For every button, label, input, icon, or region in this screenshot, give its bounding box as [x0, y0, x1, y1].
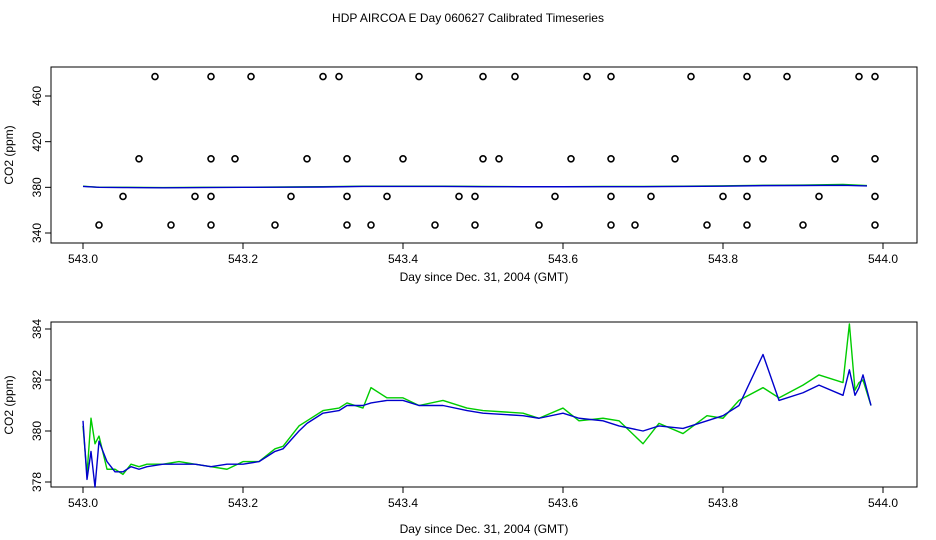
- bottom-green-series-line: [82, 323, 872, 476]
- top-x-tick-label: 543.0: [68, 252, 98, 266]
- top-x-tick-label: 543.8: [708, 252, 738, 266]
- top-data-marker: [607, 192, 615, 201]
- top-data-marker: [343, 192, 351, 201]
- bottom-x-axis-label: Day since Dec. 31, 2004 (GMT): [400, 522, 569, 536]
- bottom-plot-data: [82, 323, 872, 488]
- top-plot-frame: [50, 66, 918, 244]
- top-x-tick-label: 543.6: [548, 252, 578, 266]
- top-data-marker: [207, 192, 215, 201]
- top-data-marker: [135, 154, 143, 163]
- top-data-marker: [335, 72, 343, 81]
- bottom-y-tick-label: 384: [30, 319, 44, 339]
- top-data-marker: [719, 192, 727, 201]
- bottom-x-tick-label: 543.8: [708, 496, 738, 510]
- top-data-marker: [607, 72, 615, 81]
- bottom-plot-axes: 543.0 543.2 543.4 543.6 543.8 544.0 378 380 382 3…: [30, 319, 898, 510]
- top-data-marker: [647, 192, 655, 201]
- top-data-marker: [855, 72, 863, 81]
- top-data-marker: [471, 192, 479, 201]
- top-x-tick-label: 544.0: [868, 252, 898, 266]
- top-data-marker: [607, 154, 615, 163]
- top-y-tick-label: 420: [30, 131, 44, 151]
- bottom-x-tick-label: 543.2: [228, 496, 258, 510]
- top-data-marker: [303, 154, 311, 163]
- bottom-x-tick-label: 543.6: [548, 496, 578, 510]
- bottom-panel: 543.0 543.2 543.4 543.6 543.8 544.0 378 380 382 3…: [2, 319, 918, 536]
- bottom-y-tick-label: 382: [30, 370, 44, 390]
- top-data-marker: [831, 154, 839, 163]
- top-data-marker: [231, 154, 239, 163]
- top-data-marker: [319, 72, 327, 81]
- top-data-marker: [455, 192, 463, 201]
- top-data-marker: [687, 72, 695, 81]
- top-data-marker: [583, 72, 591, 81]
- bottom-x-tick-label: 543.4: [388, 496, 418, 510]
- top-data-marker: [671, 154, 679, 163]
- top-data-marker: [799, 221, 807, 229]
- top-data-marker: [551, 192, 559, 201]
- top-x-tick-label: 543.2: [228, 252, 258, 266]
- bottom-x-tick-label: 544.0: [868, 496, 898, 510]
- top-x-axis-label: Day since Dec. 31, 2004 (GMT): [400, 270, 569, 284]
- top-data-marker: [287, 192, 295, 201]
- top-data-marker: [871, 154, 879, 163]
- top-data-marker: [743, 154, 751, 163]
- bottom-y-tick-label: 380: [30, 421, 44, 441]
- top-data-marker: [759, 154, 767, 163]
- top-data-marker: [151, 72, 159, 81]
- top-data-marker: [367, 221, 375, 229]
- top-data-marker: [783, 72, 791, 81]
- top-data-marker: [343, 221, 351, 229]
- top-data-marker: [871, 221, 879, 229]
- top-data-marker: [871, 192, 879, 201]
- top-data-marker: [567, 154, 575, 163]
- top-data-marker: [343, 154, 351, 163]
- top-data-marker: [383, 192, 391, 201]
- bottom-plot-frame: [50, 321, 918, 488]
- top-data-marker: [471, 221, 479, 229]
- bottom-y-axis-label: CO2 (ppm): [2, 375, 16, 434]
- top-data-marker: [479, 72, 487, 81]
- top-data-marker: [207, 154, 215, 163]
- top-data-marker: [207, 221, 215, 229]
- bottom-blue-series-line: [82, 353, 872, 488]
- top-data-marker: [247, 72, 255, 81]
- top-data-marker: [95, 221, 103, 229]
- top-data-marker: [815, 192, 823, 201]
- top-x-tick-label: 543.4: [388, 252, 418, 266]
- top-y-tick-label: 340: [30, 223, 44, 243]
- top-data-marker: [431, 221, 439, 229]
- bottom-x-tick-label: 543.0: [68, 496, 98, 510]
- top-panel: 543.0 543.2 543.4 543.6 543.8 544.0 340 380 420 4…: [2, 66, 918, 284]
- top-data-marker: [119, 192, 127, 201]
- top-data-marker: [191, 192, 199, 201]
- page-title: HDP AIRCOA E Day 060627 Calibrated Times…: [332, 11, 604, 25]
- top-data-marker: [167, 221, 175, 229]
- top-y-axis-label: CO2 (ppm): [2, 125, 16, 184]
- top-data-marker: [743, 72, 751, 81]
- top-data-marker: [743, 192, 751, 201]
- top-y-tick-label: 460: [30, 86, 44, 106]
- top-data-marker: [871, 72, 879, 81]
- bottom-y-tick-label: 378: [30, 472, 44, 492]
- top-data-marker: [703, 221, 711, 229]
- top-data-marker: [399, 154, 407, 163]
- top-data-marker: [631, 221, 639, 229]
- top-plot-data: [82, 72, 879, 229]
- top-data-marker: [607, 221, 615, 229]
- top-blue-series-line: [82, 184, 868, 189]
- top-y-tick-label: 380: [30, 177, 44, 197]
- top-data-marker: [479, 154, 487, 163]
- top-data-marker: [495, 154, 503, 163]
- top-data-marker: [207, 72, 215, 81]
- top-data-marker: [271, 221, 279, 229]
- top-plot-axes: 543.0 543.2 543.4 543.6 543.8 544.0 340 380 420 4…: [30, 86, 898, 266]
- top-data-marker: [415, 72, 423, 81]
- top-data-marker: [511, 72, 519, 81]
- top-data-marker: [535, 221, 543, 229]
- top-data-marker: [743, 221, 751, 229]
